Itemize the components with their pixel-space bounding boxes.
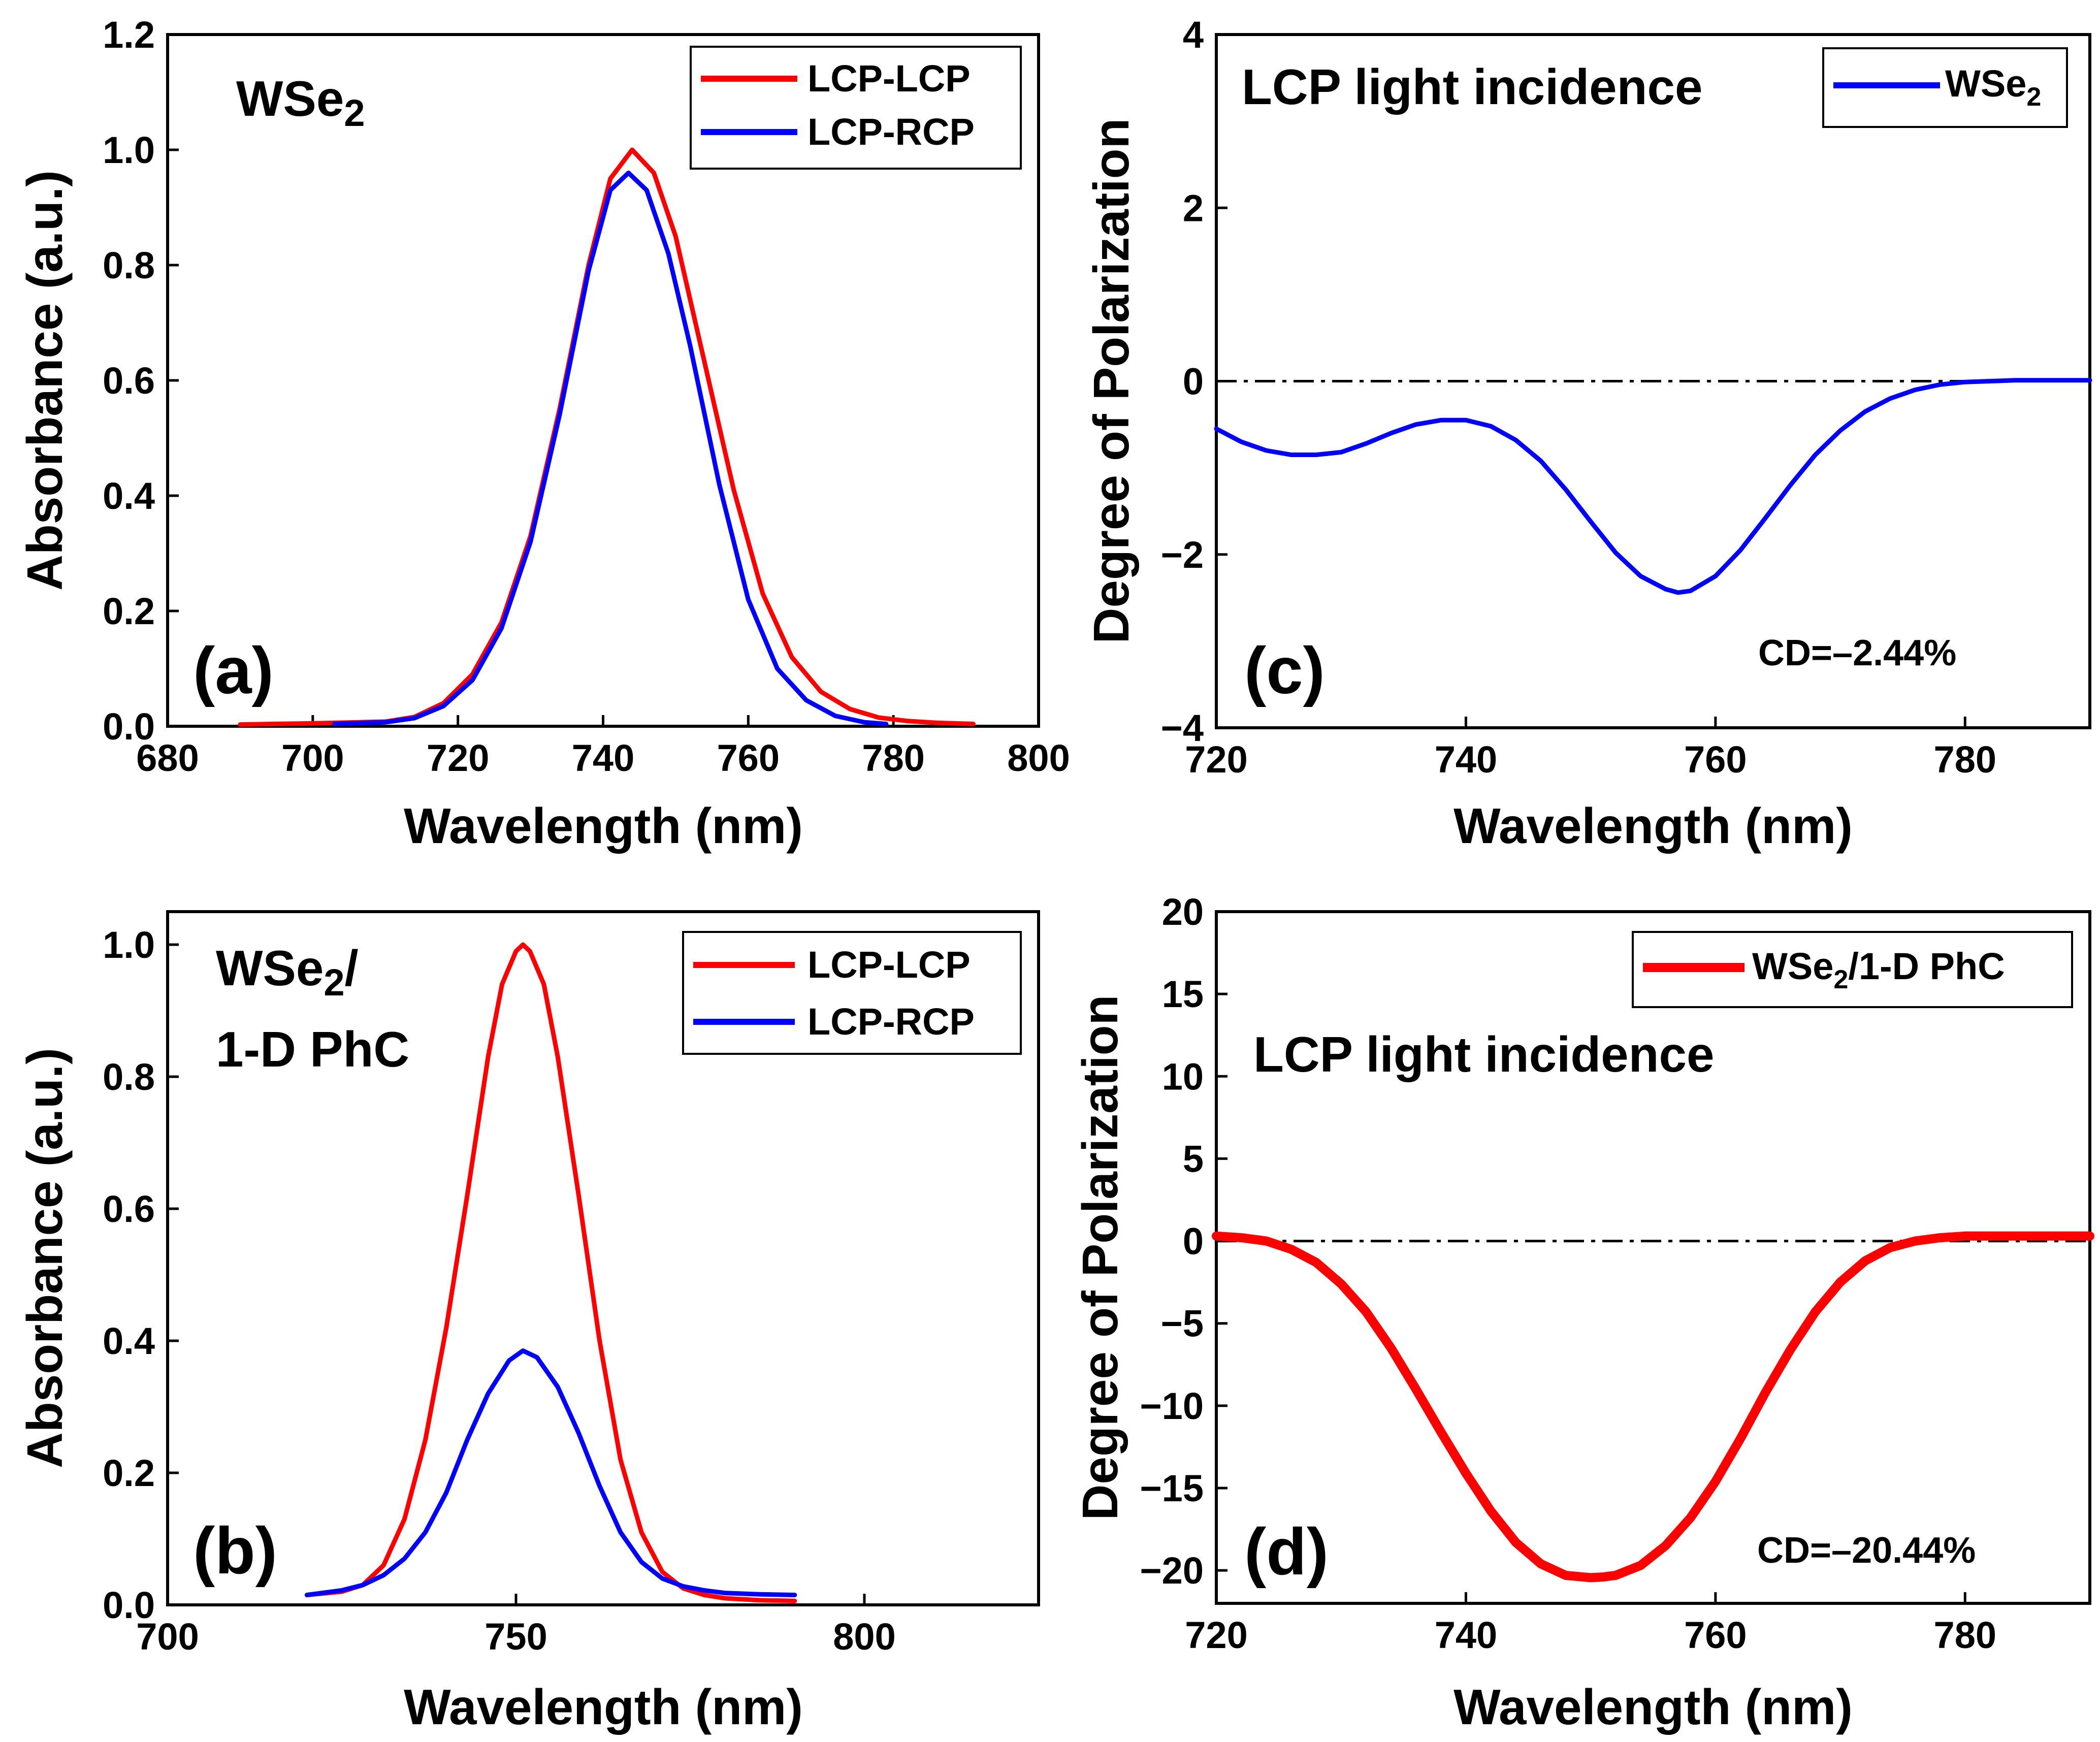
x-tick-label-d-780: 780 [1934,1614,1996,1656]
panel-label-c: (c) [1244,633,1325,707]
curves-d [1212,1231,2094,1583]
x-tick-label-b-700: 700 [136,1616,199,1658]
x-tick-label-a-760: 760 [717,737,780,779]
plot-frame-b [166,910,1040,1606]
legend-box-a [690,46,1022,170]
incidence-annotation-c: LCP light incidence [1242,59,1703,115]
x-axis-label-d: Wavelength (nm) [1453,1679,1853,1735]
x-tick-label-d-740: 740 [1435,1614,1497,1656]
x-tick-label-c-780: 780 [1934,738,1996,781]
curves-b [304,942,797,1603]
sample-annotation-b-line2: 1-D PhC [216,1021,409,1077]
y-tick-label-c-3: 2 [1183,187,1204,229]
curves-a [238,147,976,727]
y-tick-label-a-4: 0.8 [103,244,155,286]
curves-c [1214,378,2092,595]
legend-label-a-lcp-rcp: LCP-RCP [807,111,975,153]
y-axis-label-b: Absorbance (a.u.) [17,1048,73,1468]
x-tick-label-a-780: 780 [862,737,924,779]
x-tick-label-d-720: 720 [1185,1614,1247,1656]
y-tick-label-a-6: 1.2 [103,14,155,56]
x-axis-label-b: Wavelength (nm) [404,1679,803,1735]
series-line-c-0 [1214,378,2092,595]
legend-label-b-lcp-rcp: LCP-RCP [807,1001,975,1043]
panel-a: 680 700 720 740 760 780 800 0.0 0.2 0.4 0.6 0.8 1.0 1… [17,14,1070,854]
x-tick-label-d-760: 760 [1684,1614,1747,1656]
y-tick-label-b-4: 0.8 [103,1056,155,1098]
y-tick-label-a-1: 0.2 [103,590,155,632]
sample-annotation-a: WSe2 [236,71,365,134]
panel-label-a: (a) [193,633,274,707]
y-tick-label-c-1: −2 [1161,534,1204,576]
y-tick-label-a-3: 0.6 [103,360,155,402]
x-tick-label-a-740: 740 [572,737,634,779]
y-axis-label-d: Degree of Polarization [1072,995,1128,1521]
y-tick-label-d-0: −20 [1140,1550,1204,1592]
ticks-a: 680 700 720 740 760 780 800 0.0 0.2 0.4 0.6 0.8 1.0 1… [103,14,1070,779]
x-tick-label-a-720: 720 [427,737,489,779]
y-axis-label-a: Absorbance (a.u.) [17,170,73,591]
legend-c: WSe2 [1822,47,2068,128]
series-line-d-0 [1212,1231,2094,1583]
y-tick-label-d-5: 5 [1183,1138,1204,1180]
panel-b: 700 750 800 0.0 0.2 0.4 0.6 0.8 1.0 Wavelength (… [17,910,1040,1735]
ticks-c: 720 740 760 780 −4 −2 0 2 4 [1161,14,1996,781]
ticks-d: 720 740 760 780 −20 −15 −10 −5 0 5 10 15 20 [1140,891,1996,1656]
x-axis-label-c: Wavelength (nm) [1453,798,1853,854]
y-axis-label-c: Degree of Polarization [1083,118,1139,644]
cd-value-c: CD=–2.44% [1758,633,1956,673]
y-tick-label-a-2: 0.4 [103,475,155,517]
panel-label-d: (d) [1244,1514,1329,1589]
y-tick-label-a-5: 1.0 [103,129,155,171]
x-tick-label-a-800: 800 [1007,737,1070,779]
y-tick-label-d-1: −15 [1140,1467,1204,1509]
x-tick-label-a-700: 700 [281,737,344,779]
y-tick-label-d-7: 15 [1162,973,1204,1015]
y-tick-label-b-3: 0.6 [103,1188,155,1230]
legend-label-b-lcp-lcp: LCP-LCP [807,944,971,986]
legend-box-d [1632,931,2073,1008]
y-tick-label-d-8: 20 [1162,891,1204,933]
y-tick-label-b-1: 0.2 [103,1452,155,1494]
series-line-b-1 [304,1348,797,1597]
panel-c: 720 740 760 780 −4 −2 0 2 4 Wavelength (nm) Degr… [1083,14,2092,854]
legend-label-a-lcp-lcp: LCP-LCP [807,57,971,100]
x-tick-label-c-740: 740 [1435,738,1497,781]
y-tick-label-d-3: −5 [1161,1303,1204,1345]
x-tick-label-c-760: 760 [1684,738,1747,781]
cd-value-d: CD=–20.44% [1757,1530,1976,1571]
legend-d: WSe2/1-D PhC [1632,931,2073,1008]
y-tick-label-b-0: 0.0 [103,1584,155,1626]
y-tick-label-d-4: 0 [1183,1220,1204,1263]
panel-label-b: (b) [193,1513,277,1588]
y-tick-label-c-4: 4 [1183,14,1204,56]
incidence-annotation-d: LCP light incidence [1253,1026,1715,1082]
x-tick-label-b-750: 750 [484,1616,547,1658]
sample-annotation-b-line1: WSe2/ [216,940,359,1004]
ticks-b: 700 750 800 0.0 0.2 0.4 0.6 0.8 1.0 [103,924,896,1658]
y-tick-label-a-0: 0.0 [103,705,155,748]
series-line-a-1 [332,170,889,726]
y-tick-label-b-5: 1.0 [103,924,155,966]
x-tick-label-a-680: 680 [136,737,199,779]
legend-label-d-wse2-phc: WSe2/1-D PhC [1752,945,2005,994]
x-tick-label-c-720: 720 [1185,738,1247,781]
x-axis-label-a: Wavelength (nm) [404,798,803,854]
panel-d: 720 740 760 780 −20 −15 −10 −5 0 5 10 15 20 Waveleng… [1072,891,2094,1735]
y-tick-label-b-2: 0.4 [103,1320,155,1362]
plot-frame-d [1215,910,2091,1605]
legend-label-c-wse2: WSe2 [1945,62,2041,112]
y-tick-label-d-6: 10 [1162,1055,1204,1098]
legend-b: LCP-LCP LCP-RCP [682,931,1022,1055]
x-tick-label-b-800: 800 [833,1616,895,1658]
legend-a: LCP-LCP LCP-RCP [690,46,1022,170]
legend-box-b [682,931,1022,1055]
y-tick-label-c-0: −4 [1161,707,1204,749]
series-line-a-0 [238,147,976,727]
y-tick-label-c-2: 0 [1183,361,1204,403]
y-tick-label-d-2: −10 [1140,1385,1204,1427]
